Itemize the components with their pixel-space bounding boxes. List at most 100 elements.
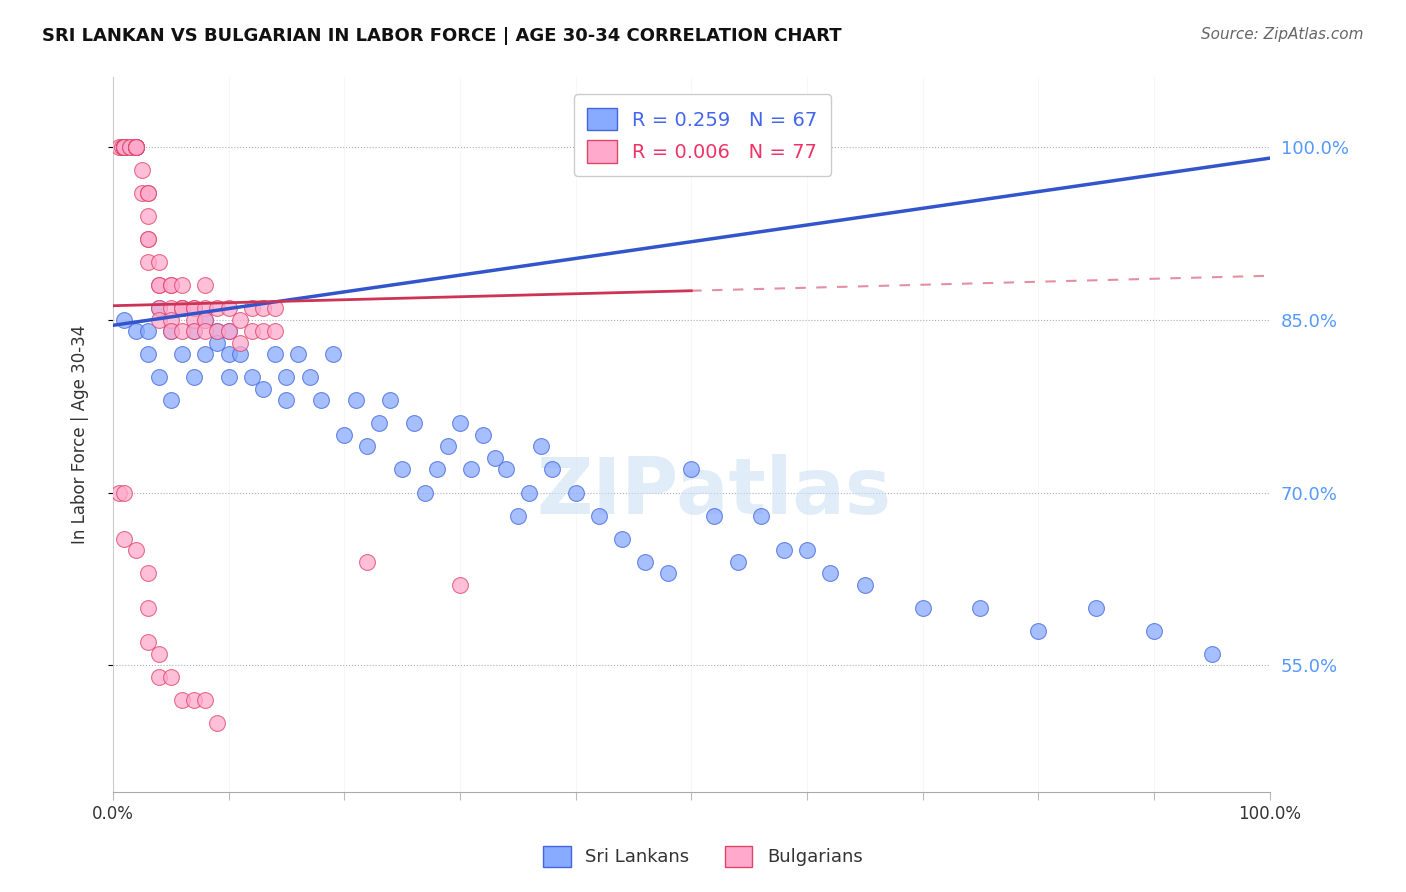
Point xyxy=(136,232,159,246)
Point xyxy=(159,324,181,338)
Point xyxy=(252,324,274,338)
Point xyxy=(125,139,148,153)
Point xyxy=(749,508,772,523)
Point xyxy=(218,370,240,384)
Point xyxy=(172,324,194,338)
Point xyxy=(205,324,228,338)
Legend: Sri Lankans, Bulgarians: Sri Lankans, Bulgarians xyxy=(536,838,870,874)
Point xyxy=(194,301,217,315)
Point xyxy=(344,393,367,408)
Point xyxy=(252,382,274,396)
Point xyxy=(172,347,194,361)
Point xyxy=(276,370,298,384)
Point xyxy=(172,301,194,315)
Point xyxy=(205,324,228,338)
Point xyxy=(449,417,471,431)
Point xyxy=(148,277,170,292)
Point xyxy=(131,186,153,200)
Point xyxy=(120,139,142,153)
Point xyxy=(322,347,344,361)
Point xyxy=(1085,600,1108,615)
Point xyxy=(112,139,135,153)
Point xyxy=(148,670,170,684)
Point xyxy=(391,462,413,476)
Point xyxy=(183,301,205,315)
Point xyxy=(703,508,725,523)
Point xyxy=(148,370,170,384)
Point xyxy=(159,324,181,338)
Point xyxy=(287,347,309,361)
Point xyxy=(136,255,159,269)
Point xyxy=(229,312,252,326)
Point xyxy=(263,324,285,338)
Point xyxy=(183,324,205,338)
Point xyxy=(112,532,135,546)
Point xyxy=(818,566,841,581)
Point xyxy=(125,139,148,153)
Point xyxy=(159,301,181,315)
Point xyxy=(218,324,240,338)
Point xyxy=(1201,647,1223,661)
Point xyxy=(159,393,181,408)
Y-axis label: In Labor Force | Age 30-34: In Labor Force | Age 30-34 xyxy=(72,326,89,544)
Point xyxy=(517,485,540,500)
Point xyxy=(727,555,749,569)
Point xyxy=(194,312,217,326)
Point xyxy=(460,462,482,476)
Point xyxy=(148,301,170,315)
Point xyxy=(772,543,794,558)
Point xyxy=(125,543,148,558)
Point xyxy=(148,255,170,269)
Point xyxy=(120,139,142,153)
Point xyxy=(506,508,529,523)
Point xyxy=(148,301,170,315)
Point xyxy=(205,716,228,731)
Point xyxy=(107,139,129,153)
Point xyxy=(172,301,194,315)
Point xyxy=(194,312,217,326)
Point xyxy=(172,693,194,707)
Point xyxy=(172,301,194,315)
Point xyxy=(449,578,471,592)
Legend: R = 0.259   N = 67, R = 0.006   N = 77: R = 0.259 N = 67, R = 0.006 N = 77 xyxy=(574,95,831,177)
Point xyxy=(218,324,240,338)
Point xyxy=(183,693,205,707)
Point xyxy=(276,393,298,408)
Point xyxy=(159,277,181,292)
Text: ZIPatlas: ZIPatlas xyxy=(537,454,891,530)
Point xyxy=(136,347,159,361)
Point xyxy=(229,347,252,361)
Point xyxy=(148,647,170,661)
Point xyxy=(159,670,181,684)
Point xyxy=(1143,624,1166,638)
Point xyxy=(205,301,228,315)
Point xyxy=(112,485,135,500)
Point xyxy=(413,485,436,500)
Point xyxy=(356,555,378,569)
Point xyxy=(112,312,135,326)
Point xyxy=(588,508,610,523)
Point xyxy=(136,186,159,200)
Point xyxy=(125,139,148,153)
Point xyxy=(240,301,263,315)
Point xyxy=(131,162,153,177)
Point xyxy=(194,277,217,292)
Point xyxy=(112,139,135,153)
Point xyxy=(136,186,159,200)
Point xyxy=(112,139,135,153)
Point xyxy=(263,347,285,361)
Point xyxy=(368,417,391,431)
Point xyxy=(380,393,402,408)
Point xyxy=(437,439,460,453)
Text: Source: ZipAtlas.com: Source: ZipAtlas.com xyxy=(1201,27,1364,42)
Point xyxy=(426,462,449,476)
Point xyxy=(472,428,495,442)
Point xyxy=(112,139,135,153)
Point xyxy=(530,439,553,453)
Point xyxy=(183,324,205,338)
Point xyxy=(136,635,159,649)
Point xyxy=(541,462,564,476)
Point xyxy=(194,693,217,707)
Point xyxy=(969,600,991,615)
Point xyxy=(148,312,170,326)
